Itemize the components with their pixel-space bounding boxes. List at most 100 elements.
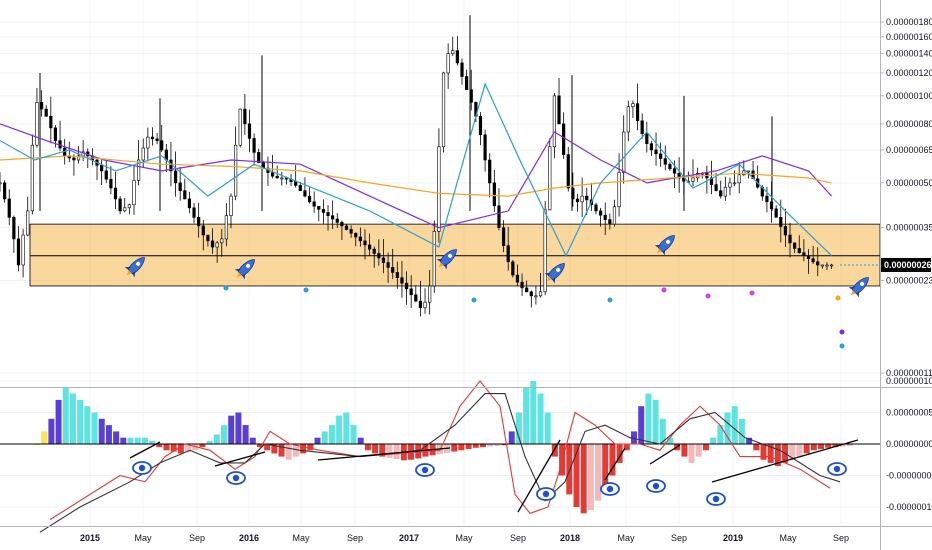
time-tick-label: 2019 [723,533,743,543]
time-tick-label: Sep [510,533,526,543]
time-tick-label: May [455,533,473,543]
candle-body [585,195,589,201]
macd-bar [62,387,69,444]
candle-body [30,144,34,212]
candle-body [340,222,344,227]
macd-bar [544,412,551,444]
macd-bar [41,431,48,444]
macd-bar [292,444,299,457]
macd-bar [170,444,177,452]
candle-body [631,103,635,108]
candle-body [127,204,131,209]
macd-bar [451,444,458,452]
price-tick-label: 0.00000065 [886,145,932,155]
candle-body [386,262,390,268]
candle-body [160,140,164,151]
macd-bar [803,444,810,454]
macd-bar [753,444,760,451]
macd-bar [695,444,702,457]
candle-body [104,170,108,180]
candle-body [723,186,727,197]
candle-body [820,264,824,267]
candle-body [594,204,598,212]
candle-body [446,53,450,74]
candle-body [515,274,520,283]
macd-bar [487,444,494,447]
macd-bar [702,444,709,451]
candle-body [460,62,464,77]
macd-tick-label: 0.00000010 [886,376,932,386]
candle-body [363,240,367,246]
macd-bar [213,434,220,444]
time-tick-label: 2018 [560,533,580,543]
candle-body [123,207,127,212]
time-tick-label: May [779,533,797,543]
candle-body [321,209,326,213]
candle-body [668,163,672,169]
rocket-fin [544,272,556,284]
candle-body [312,201,316,207]
candle-body [132,180,136,206]
candle-body [294,181,298,186]
trend-line [604,447,626,481]
macd-bar [314,437,321,444]
macd-bar [350,425,357,444]
candle-body [608,219,612,225]
macd-bar [681,444,688,457]
macd-tick-label: -0.00000005 [886,471,932,481]
macd-bar [688,444,695,463]
macd-bar [501,444,508,446]
macd-tick-label: 0.00000000 [886,439,932,449]
candle-body [100,165,104,172]
candle-body [598,210,603,216]
candle-body [672,168,677,174]
macd-bar [242,425,249,444]
candle-body [557,95,561,125]
macd-bar [616,444,623,463]
macd-bar [300,444,307,454]
candle-body [640,120,644,134]
candle-body [377,253,381,259]
candle-body [247,123,252,139]
macd-bar [156,444,163,448]
macd-bar [523,387,530,444]
macd-bar [537,393,544,444]
candle-body [367,244,372,250]
candle-body [797,248,801,254]
candle-body [529,291,533,297]
candle-body [728,182,732,188]
candle-body [395,272,399,278]
macd-bar [357,437,364,444]
macd-bar [810,444,817,451]
macd-bar [530,381,537,444]
candle-body [455,50,459,64]
candle-body [150,136,155,140]
rocket-flame [126,270,132,276]
macd-bar [77,399,84,444]
time-tick-label: 2015 [80,533,100,543]
rocket-window [246,263,251,268]
candle-body [465,76,469,91]
candle-body [21,234,25,266]
rocket-icon [654,235,675,256]
rocket-flame [850,290,856,296]
macd-bar [98,418,105,444]
candle-body [183,190,187,200]
macd-bar [666,437,673,444]
price-tick-label: 0.00000120 [886,68,932,78]
candle-body [298,185,302,191]
macd-bar [228,415,235,444]
macd-bar [91,412,98,444]
macd-bar [379,444,386,457]
candle-body [566,154,570,189]
macd-bar [48,418,55,444]
macd-histogram [0,381,880,514]
macd-bar [717,425,724,444]
candle-body [478,115,483,136]
macd-bar [609,444,616,476]
rocket-window [556,267,561,272]
candle-body [3,182,7,200]
time-tick-label: May [617,533,635,543]
eye-pupil [606,485,614,493]
